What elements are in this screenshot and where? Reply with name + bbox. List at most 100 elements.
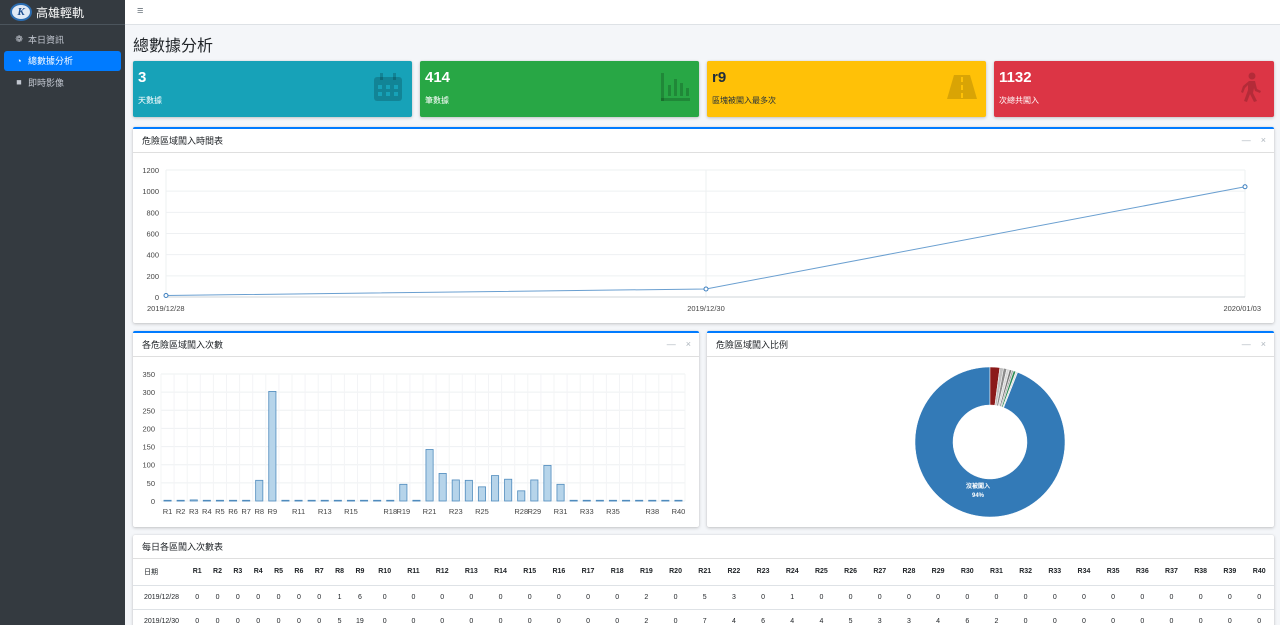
column-header[interactable]: R28	[894, 559, 924, 586]
column-header[interactable]: R4	[248, 559, 269, 586]
bar-r33	[582, 499, 591, 502]
column-header[interactable]: R11	[399, 559, 428, 586]
table-cell: 0	[748, 585, 778, 610]
column-header[interactable]: R40	[1244, 559, 1274, 586]
table-row: 2019/12/28 0 0 0 0 0 0 0 1 6 0 0 0 0 0 0 0 0 0 2 0 5 3 0 1 0 0 0 0 0 0…	[133, 585, 1274, 610]
sidebar-item-daily-info[interactable]: ❁ 本日資訊	[4, 29, 121, 49]
table-cell: 6	[952, 609, 982, 625]
column-header[interactable]: R8	[329, 559, 350, 586]
bar-r35	[608, 499, 617, 502]
x-tick-label: R29	[527, 507, 541, 516]
column-header[interactable]: R31	[981, 559, 1012, 586]
intrusion-ratio-card: 危險區域闖入比例 — × 沒被闖入 94%	[707, 331, 1274, 527]
column-header[interactable]: R29	[923, 559, 953, 586]
table-cell: 0	[602, 585, 632, 610]
close-icon[interactable]: ×	[1260, 339, 1266, 349]
y-tick-label: 400	[146, 251, 159, 260]
column-header[interactable]: R27	[865, 559, 895, 586]
bar-r27	[504, 478, 513, 502]
bar-r19	[399, 483, 408, 502]
column-header[interactable]: R33	[1040, 559, 1070, 586]
column-header[interactable]: R39	[1215, 559, 1245, 586]
column-header[interactable]: R15	[515, 559, 545, 586]
y-tick-label: 150	[142, 443, 155, 452]
collapse-icon[interactable]: —	[666, 339, 676, 349]
x-tick-label: R38	[645, 507, 659, 516]
column-header[interactable]: R1	[187, 559, 208, 586]
column-header[interactable]: R14	[485, 559, 516, 586]
walking-icon	[1241, 72, 1261, 102]
column-header[interactable]: R13	[456, 559, 486, 586]
sidebar-item-total-analysis[interactable]: ◔ 總數據分析	[4, 50, 121, 71]
bar-r4	[202, 499, 211, 502]
column-header[interactable]: R32	[1011, 559, 1041, 586]
table-cell: 2	[631, 585, 661, 610]
column-header[interactable]: R25	[806, 559, 836, 586]
table-cell: 0	[227, 609, 249, 625]
daily-zone-table: 日期 R1 R2 R3 R4 R5 R6 R7 R8 R9 R10 R11 R12 R13 R14 R15 R1…	[133, 559, 1274, 625]
table-cell: 0	[544, 585, 574, 610]
column-header[interactable]: R7	[309, 559, 330, 586]
column-header[interactable]: R37	[1156, 559, 1187, 586]
close-icon[interactable]: ×	[685, 339, 691, 349]
table-cell: 4	[806, 609, 836, 625]
column-header[interactable]: R10	[370, 559, 400, 586]
table-cell: 0	[1069, 585, 1099, 610]
card-header: 每日各區闖入次數表	[133, 535, 1274, 559]
collapse-icon[interactable]: —	[1241, 135, 1251, 145]
table-cell: 0	[427, 585, 457, 610]
close-icon[interactable]: ×	[1260, 135, 1266, 145]
table-cell: 2019/12/28	[133, 585, 187, 610]
x-tick-label: R6	[228, 507, 238, 516]
column-header[interactable]: R35	[1098, 559, 1128, 586]
column-header[interactable]: R21	[690, 559, 720, 586]
bar-r32	[569, 499, 578, 502]
column-header[interactable]: R9	[349, 559, 371, 586]
menu-toggle-icon[interactable]: ≡	[137, 5, 144, 17]
column-header[interactable]: R23	[748, 559, 778, 586]
bar-r10	[281, 499, 290, 502]
y-tick-label: 0	[155, 293, 159, 302]
table-cell: 0	[1127, 609, 1157, 625]
column-header[interactable]: R38	[1186, 559, 1216, 586]
column-header[interactable]: R16	[544, 559, 574, 586]
column-header[interactable]: R22	[719, 559, 749, 586]
table-cell: 0	[1156, 609, 1187, 625]
table-cell: 0	[836, 585, 866, 610]
bar-r8	[255, 479, 264, 502]
bar-r26	[491, 475, 500, 502]
stat-value: 414	[425, 69, 451, 86]
brand-link[interactable]: K 高雄輕軌	[0, 0, 125, 25]
table-cell: 5	[690, 585, 720, 610]
table-row: 2019/12/30 0 0 0 0 0 0 0 5 19 0 0 0 0 0 0 0 0 0 2 0 7 4 6 4 4 5 3 3 4…	[133, 609, 1274, 625]
table-cell: 0	[515, 585, 545, 610]
card-header: 危險區域闖入時間表 — ×	[133, 129, 1274, 153]
column-header[interactable]: R30	[952, 559, 982, 586]
column-header[interactable]: R34	[1069, 559, 1099, 586]
brand-name: 高雄輕軌	[36, 5, 85, 20]
column-header[interactable]: 日期	[133, 559, 187, 586]
slice-zone	[1002, 371, 1018, 408]
column-header[interactable]: R26	[836, 559, 866, 586]
table-header-row: 日期 R1 R2 R3 R4 R5 R6 R7 R8 R9 R10 R11 R12 R13 R14 R15 R1…	[133, 559, 1274, 586]
stat-value: 3	[138, 69, 147, 86]
column-header[interactable]: R20	[660, 559, 691, 586]
table-cell: 0	[288, 609, 310, 625]
column-header[interactable]: R2	[207, 559, 228, 586]
table-cell: 0	[1011, 585, 1041, 610]
column-header[interactable]: R12	[427, 559, 457, 586]
column-header[interactable]: R19	[631, 559, 661, 586]
column-header[interactable]: R5	[268, 559, 289, 586]
column-header[interactable]: R36	[1127, 559, 1157, 586]
table-cell: 0	[573, 609, 603, 625]
bar-r34	[595, 499, 604, 502]
column-header[interactable]: R6	[288, 559, 310, 586]
column-header[interactable]: R24	[777, 559, 807, 586]
sidebar-item-live-video[interactable]: ■ 即時影像	[4, 72, 121, 92]
column-header[interactable]: R17	[573, 559, 603, 586]
column-header[interactable]: R3	[227, 559, 249, 586]
collapse-icon[interactable]: —	[1241, 339, 1251, 349]
bar-r15	[346, 499, 355, 502]
column-header[interactable]: R18	[602, 559, 632, 586]
table-cell: 0	[248, 585, 269, 610]
